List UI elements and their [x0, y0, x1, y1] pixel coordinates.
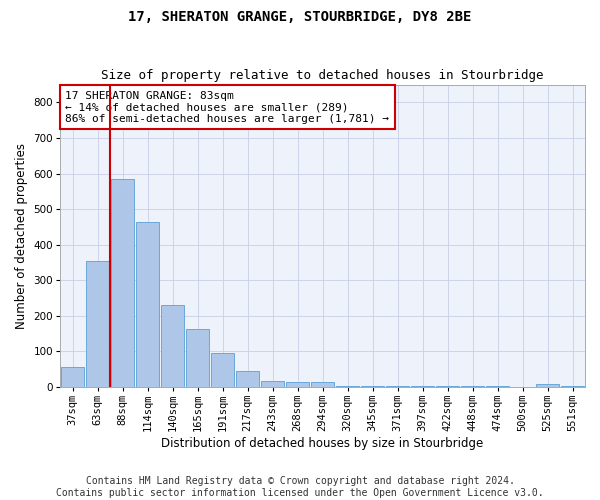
- Bar: [386, 386, 409, 387]
- Bar: [86, 260, 109, 387]
- Bar: [286, 382, 309, 387]
- Text: 17, SHERATON GRANGE, STOURBRIDGE, DY8 2BE: 17, SHERATON GRANGE, STOURBRIDGE, DY8 2B…: [128, 10, 472, 24]
- Bar: [61, 366, 84, 387]
- Bar: [236, 372, 259, 387]
- Bar: [311, 382, 334, 387]
- Bar: [436, 386, 459, 387]
- Y-axis label: Number of detached properties: Number of detached properties: [15, 143, 28, 329]
- Text: 17 SHERATON GRANGE: 83sqm
← 14% of detached houses are smaller (289)
86% of semi: 17 SHERATON GRANGE: 83sqm ← 14% of detac…: [65, 90, 389, 124]
- Bar: [112, 179, 134, 387]
- Bar: [536, 384, 559, 387]
- Bar: [486, 386, 509, 387]
- Bar: [136, 222, 159, 387]
- Bar: [211, 353, 234, 387]
- X-axis label: Distribution of detached houses by size in Stourbridge: Distribution of detached houses by size …: [161, 437, 484, 450]
- Bar: [187, 329, 209, 387]
- Bar: [461, 386, 484, 387]
- Bar: [361, 386, 384, 387]
- Bar: [561, 386, 584, 387]
- Text: Contains HM Land Registry data © Crown copyright and database right 2024.
Contai: Contains HM Land Registry data © Crown c…: [56, 476, 544, 498]
- Bar: [411, 386, 434, 387]
- Bar: [337, 386, 359, 387]
- Bar: [262, 380, 284, 387]
- Title: Size of property relative to detached houses in Stourbridge: Size of property relative to detached ho…: [101, 69, 544, 82]
- Bar: [161, 305, 184, 387]
